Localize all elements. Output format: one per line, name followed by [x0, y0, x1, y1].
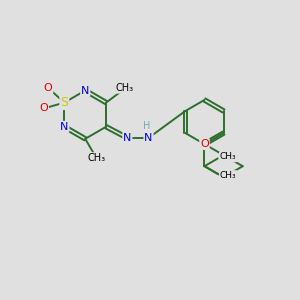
Text: S: S: [60, 96, 68, 109]
Text: H: H: [143, 121, 151, 130]
Text: N: N: [81, 85, 89, 95]
Text: N: N: [60, 122, 68, 132]
Text: N: N: [123, 133, 131, 143]
Text: CH₃: CH₃: [88, 153, 106, 163]
Text: O: O: [200, 139, 209, 149]
Text: O: O: [39, 103, 48, 113]
Text: O: O: [44, 83, 52, 93]
Text: CH₃: CH₃: [220, 171, 236, 180]
Text: CH₃: CH₃: [220, 152, 236, 161]
Text: N: N: [144, 133, 153, 143]
Text: CH₃: CH₃: [115, 83, 134, 93]
